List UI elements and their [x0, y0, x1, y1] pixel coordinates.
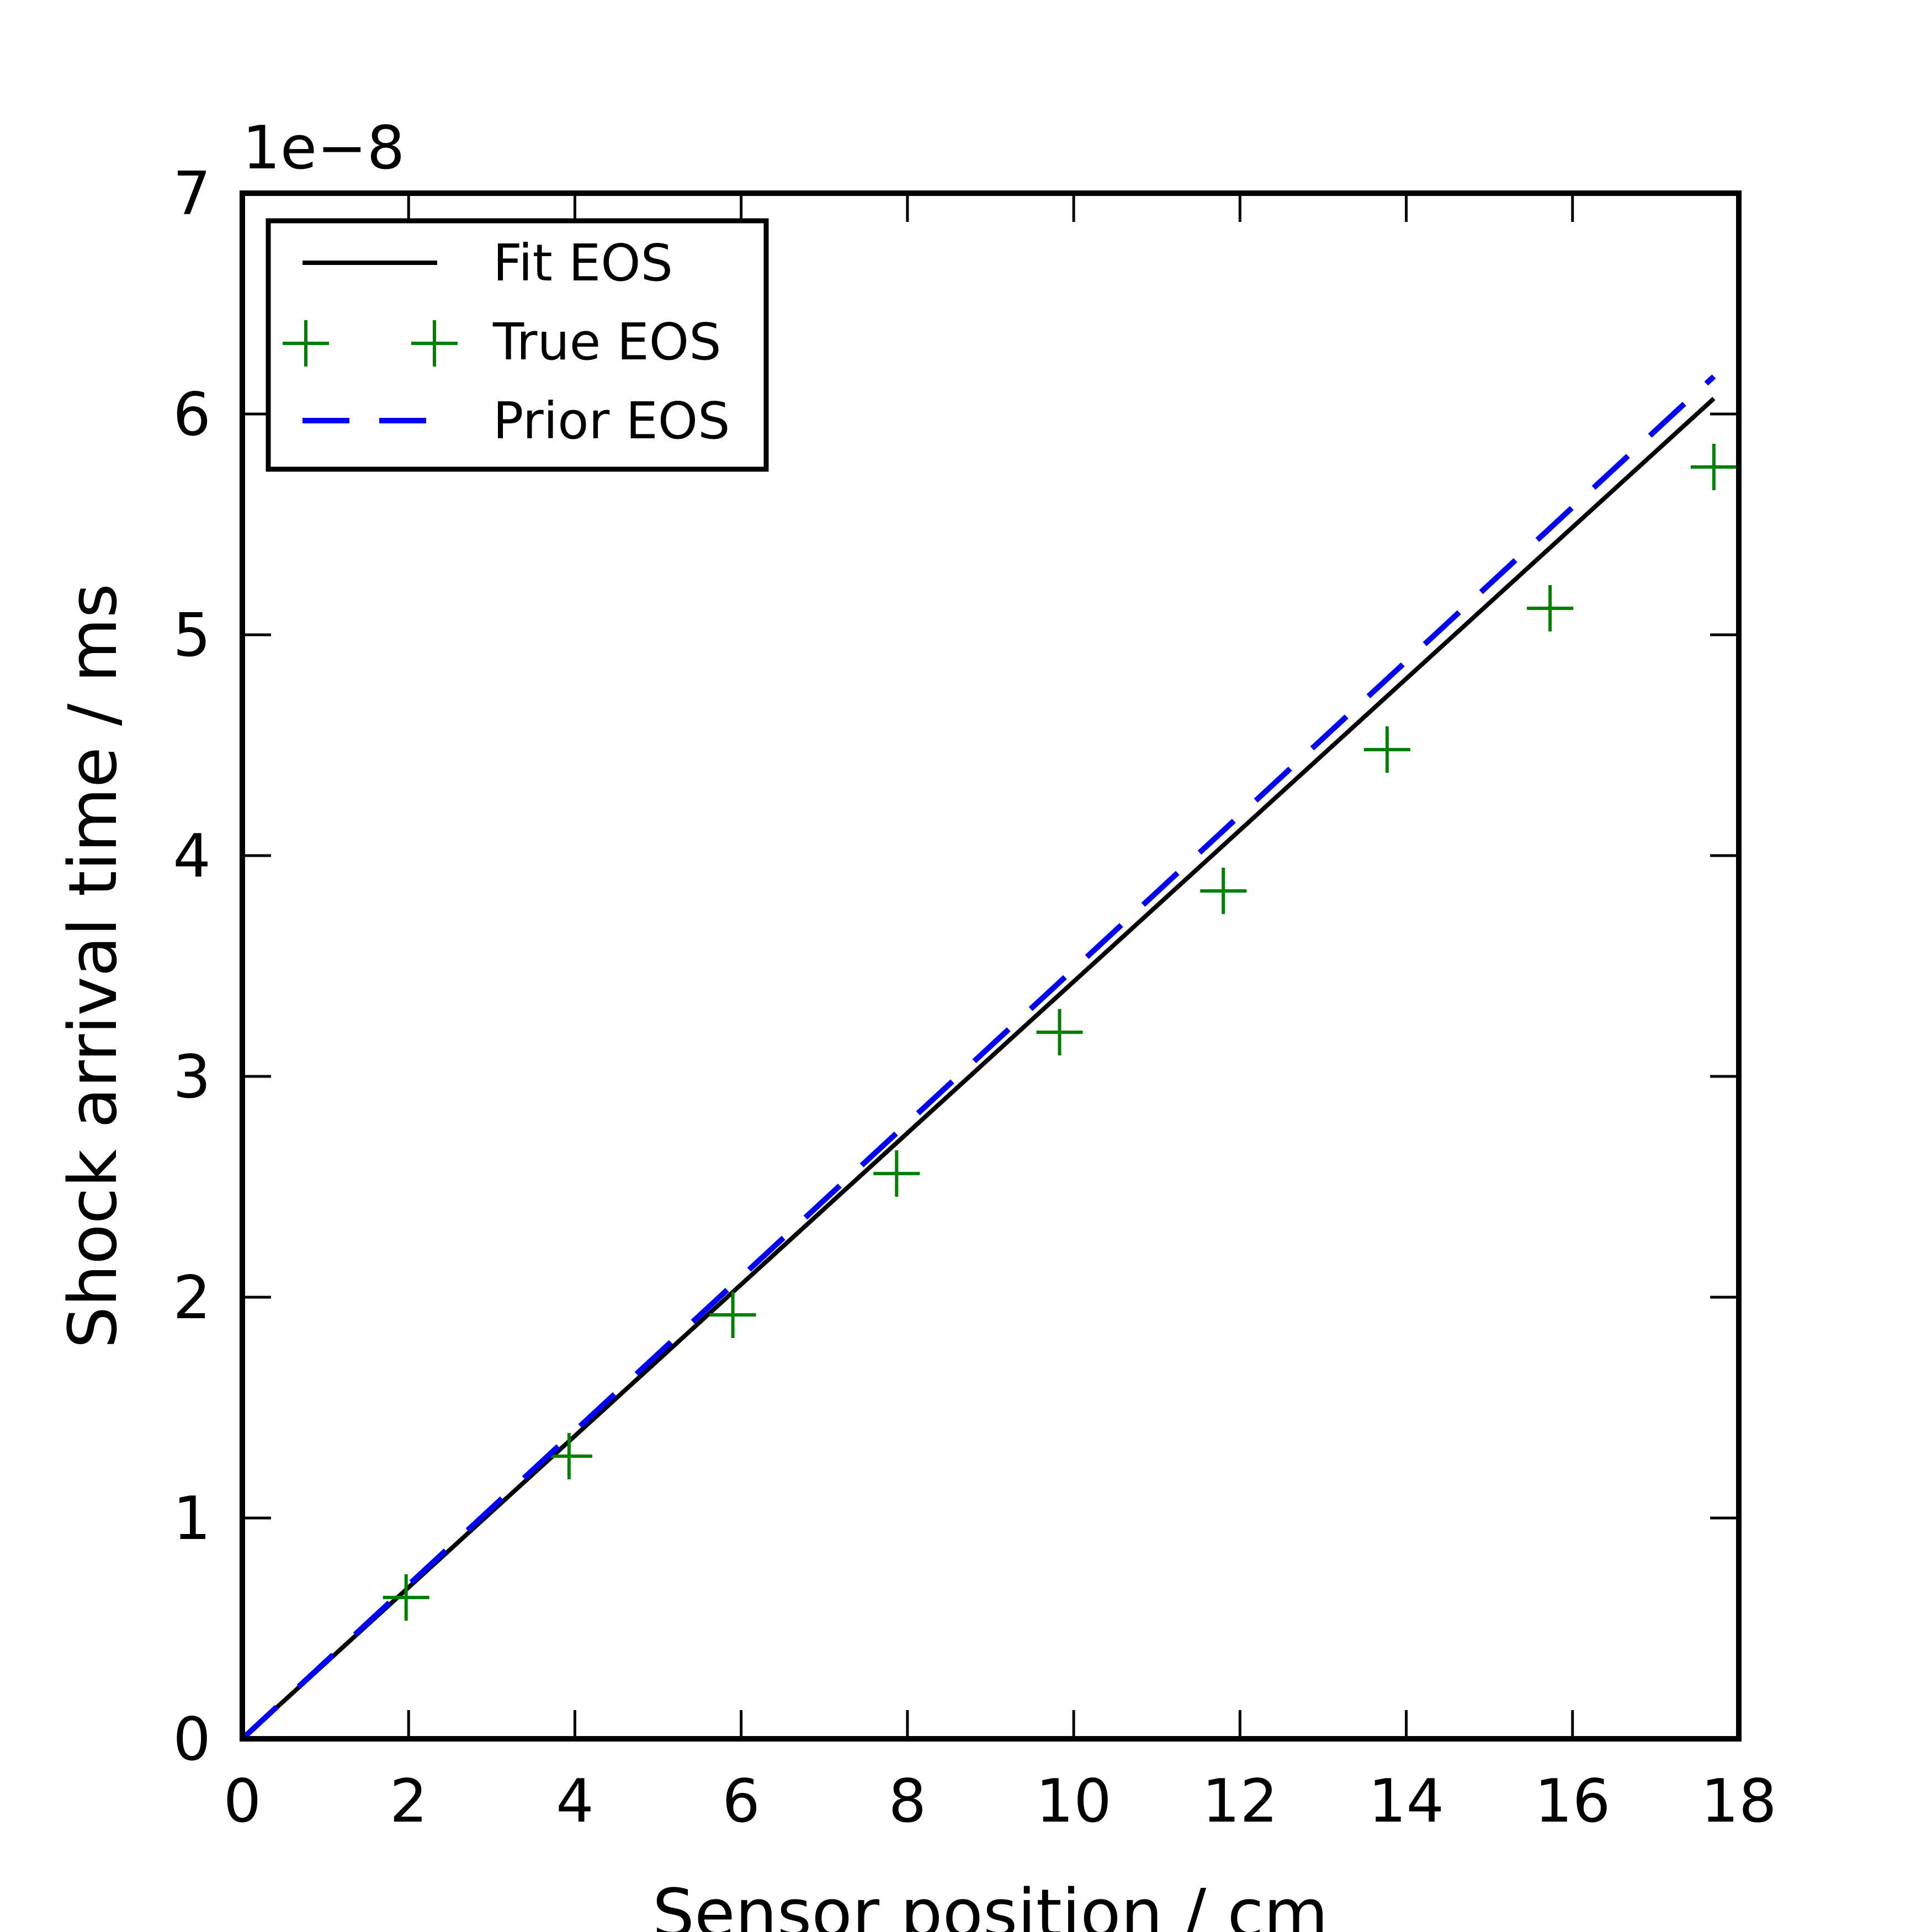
data-point-true-eos	[545, 1433, 592, 1479]
series-line-fit-eos	[241, 397, 1716, 1740]
legend-label-fit-eos: Fit EOS	[493, 233, 673, 293]
axis-ticks	[242, 193, 1739, 1739]
legend-swatch-true-eos	[283, 320, 458, 367]
legend: Fit EOS True EOS Prior EOS	[266, 218, 769, 472]
y-tick-label: 3	[173, 1043, 211, 1112]
x-tick-labels: 0 2 4 6 8 10 12 14 16 18	[224, 1767, 1777, 1836]
y-tick-label: 4	[173, 822, 211, 891]
legend-label-prior-eos: Prior EOS	[493, 391, 730, 450]
legend-label-true-eos: True EOS	[492, 312, 721, 371]
y-axis-label: Shock arrival time / ms	[55, 583, 132, 1349]
plot-frame	[240, 190, 1742, 1742]
data-point-true-eos	[383, 1574, 429, 1621]
y-tick-labels: 0 1 2 3 4 5 6 7	[173, 160, 211, 1774]
y-tick-label: 0	[173, 1705, 211, 1774]
data-point-true-eos	[873, 1150, 920, 1197]
y-tick-label: 7	[173, 160, 211, 229]
x-tick-label: 12	[1202, 1767, 1278, 1836]
data-point-true-eos	[1527, 585, 1574, 631]
x-tick-label: 6	[722, 1767, 760, 1836]
data-point-true-eos	[1200, 868, 1247, 914]
x-tick-label: 14	[1368, 1767, 1444, 1836]
series-line-prior-eos	[240, 374, 1716, 1741]
data-point-true-eos	[1363, 726, 1410, 773]
y-offset-label: 1e−8	[242, 114, 405, 183]
x-tick-label: 8	[889, 1767, 927, 1836]
series-markers-true-eos	[383, 444, 1737, 1621]
x-tick-label: 10	[1036, 1767, 1111, 1836]
x-tick-label: 2	[390, 1767, 428, 1836]
x-tick-label: 16	[1535, 1767, 1610, 1836]
data-point-true-eos	[709, 1292, 756, 1338]
data-point-true-eos	[1036, 1009, 1083, 1055]
plot-area	[240, 374, 1737, 1741]
y-tick-label: 2	[173, 1264, 211, 1333]
y-tick-label: 5	[173, 601, 211, 670]
x-tick-label: 4	[556, 1767, 594, 1836]
y-tick-label: 6	[173, 380, 211, 449]
x-tick-label: 18	[1701, 1767, 1776, 1836]
data-point-true-eos	[1690, 444, 1737, 490]
x-axis-label: Sensor position / cm	[652, 1876, 1328, 1932]
y-tick-label: 1	[173, 1484, 211, 1553]
x-tick-label: 0	[224, 1767, 262, 1836]
